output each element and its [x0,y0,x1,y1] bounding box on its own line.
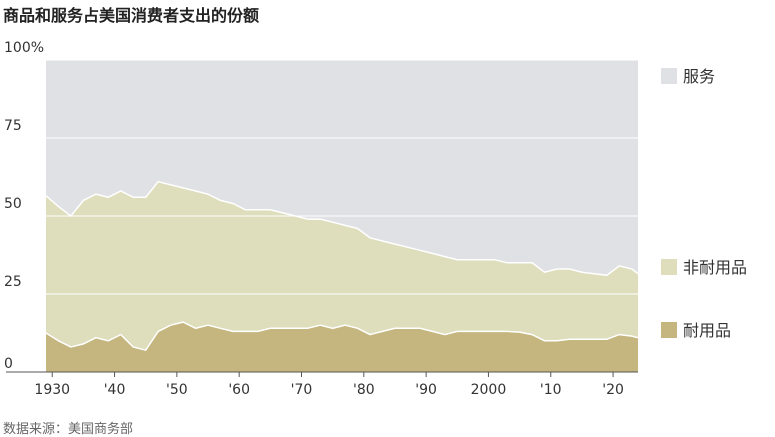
legend-swatch-1 [661,259,677,275]
y-tick-label-50: 50 [4,196,22,212]
area-layer [45,60,639,372]
legend-label-1: 非耐用品 [683,258,747,277]
x-tick-label-1970: '70 [291,382,313,398]
legend-label-2: 服务 [683,67,715,86]
x-tick-label-1980: '80 [353,382,375,398]
chart-title: 商品和服务占美国消费者支出的份额 [3,6,260,25]
x-tick-label-1990: '90 [415,382,437,398]
y-tick-label-0: 0 [4,356,13,372]
x-tick-label-2020: '20 [602,382,624,398]
x-axis: 1930 '40 '50 '60 '70 '80 '90 2000 '10 '20 [6,371,638,398]
y-tick-label-75: 75 [4,118,22,134]
area-0 [46,322,638,372]
area-boundary-1 [45,180,639,277]
x-tick-label-2010: '10 [540,382,562,398]
grid-lines [6,59,638,295]
area-2 [46,60,638,276]
area-boundary-0 [45,321,639,352]
x-tick-label-1940: '40 [104,382,126,398]
x-tick-label-2000: 2000 [471,382,507,398]
area-1 [46,181,638,351]
legend-swatch-2 [661,68,677,84]
y-tick-label-100: 100% [4,40,44,56]
legend-label-0: 耐用品 [683,321,731,340]
source-note: 数据来源：美国商务部 [3,422,134,437]
y-axis-ticks: 0 25 50 75 100% [4,40,44,372]
x-tick-label-1930: 1930 [34,382,70,398]
y-tick-label-25: 25 [4,274,22,290]
x-tick-label-1960: '60 [228,382,250,398]
x-tick-label-1950: '50 [166,382,188,398]
legend-swatch-0 [661,322,677,338]
